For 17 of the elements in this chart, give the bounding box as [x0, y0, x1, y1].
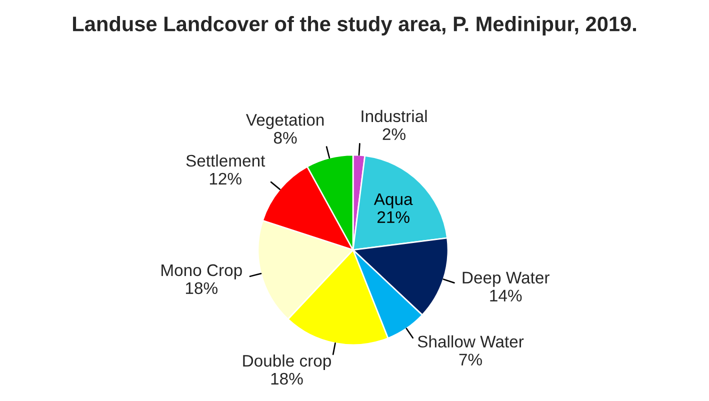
data-label: 14% [490, 290, 522, 302]
slice-label: Aqua [374, 193, 413, 208]
data-label: 12% [210, 172, 242, 185]
data-label: 18% [186, 282, 218, 294]
data-label: 7% [459, 354, 482, 366]
slice-label: Shallow Water [418, 335, 524, 348]
data-label: 2% [382, 128, 406, 140]
data-label: 21% [377, 211, 410, 223]
data-label: 18% [271, 372, 303, 385]
slice-label: Double crop [243, 354, 331, 370]
slice-label: Mono Crop [162, 264, 242, 280]
slice-label: Settlement [186, 154, 266, 167]
data-label: 8% [274, 132, 297, 144]
slice-label: Industrial [362, 110, 427, 122]
chart-title: Landuse Landcover of the study area, P. Medinipur, 2019. [73, 16, 636, 36]
slice-label: Deep Water [462, 272, 550, 287]
slice-label: Vegetation [246, 114, 324, 130]
